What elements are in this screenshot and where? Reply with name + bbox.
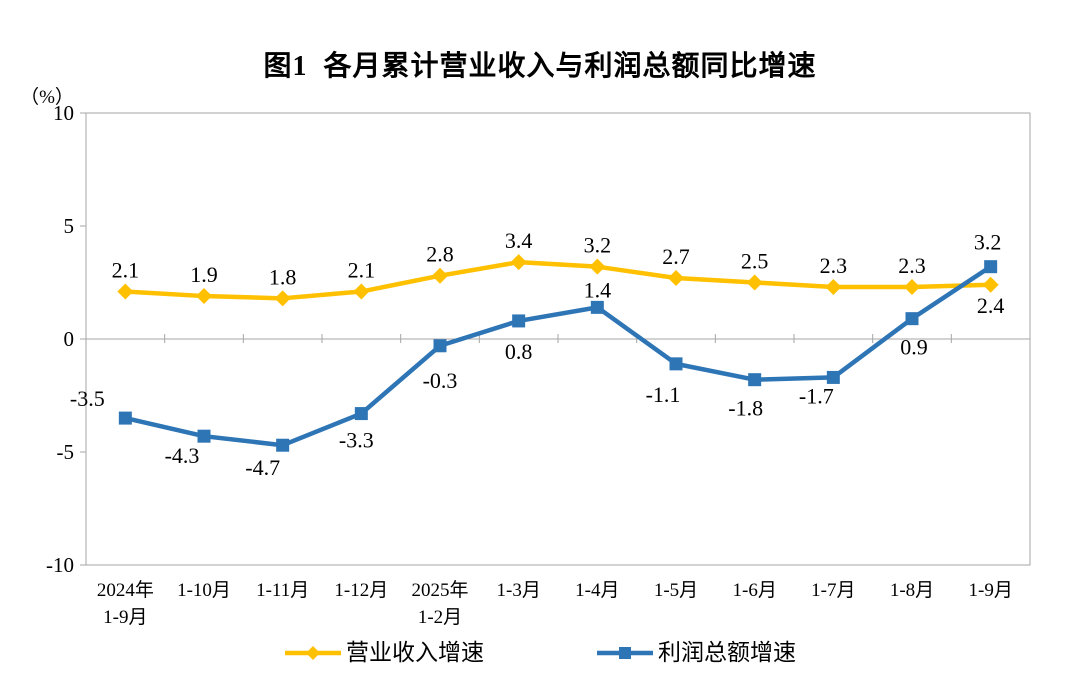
data-label: 2.8 — [426, 242, 454, 267]
x-axis-label: 1-10月 — [177, 580, 231, 601]
legend-label: 利润总额增速 — [658, 640, 796, 665]
x-axis-label: 1-9月 — [969, 580, 1013, 601]
series-1-square-marker — [118, 411, 132, 425]
data-label: 1.9 — [190, 262, 218, 287]
data-label: 2.4 — [977, 293, 1005, 318]
y-axis-tick-label: 10 — [53, 101, 74, 125]
data-label: 3.2 — [974, 230, 1002, 255]
legend-diamond-swatch-icon — [285, 645, 341, 660]
series-1-square-marker — [905, 312, 919, 326]
y-axis-tick-label: -10 — [46, 553, 74, 577]
series-0-diamond-marker — [274, 290, 291, 307]
x-axis-label: 1-7月 — [811, 580, 855, 601]
x-axis-label: 1-8月 — [890, 580, 934, 601]
series-1-square-marker — [984, 260, 998, 274]
chart-title: 图1 各月累计营业收入与利润总额同比增速 — [263, 51, 817, 82]
series-1-square-marker — [590, 300, 604, 314]
data-label: 1.8 — [269, 264, 297, 289]
x-axis-label: 1-6月 — [733, 580, 777, 601]
series-1-square-marker — [512, 314, 526, 328]
series-0-diamond-marker — [825, 279, 842, 296]
y-axis-unit-label: （%） — [20, 86, 74, 108]
data-label: 2.7 — [662, 244, 690, 269]
y-axis-tick-label: 5 — [64, 214, 75, 238]
legend-item-0: 营业收入增速 — [284, 641, 484, 664]
series-1-square-marker — [826, 370, 840, 384]
data-label: 2.1 — [348, 258, 376, 283]
x-axis-label: 2025年 — [411, 579, 468, 601]
series-0-diamond-marker — [196, 288, 212, 305]
legend-square-swatch-icon — [597, 646, 653, 659]
data-label: 2.5 — [741, 249, 769, 274]
data-label: -0.3 — [423, 368, 458, 393]
legend-square-marker — [619, 646, 631, 659]
chart-legend: 营业收入增速 利润总额增速 — [0, 641, 1080, 664]
series-1-line — [124, 264, 992, 448]
data-label: 2.3 — [820, 253, 848, 278]
data-label: -3.5 — [70, 386, 105, 411]
series-0-line — [125, 259, 991, 301]
legend-item-1: 利润总额增速 — [596, 641, 796, 664]
legend-diamond-marker — [306, 645, 320, 660]
series-0-diamond-marker — [589, 258, 606, 275]
data-label: 2.1 — [112, 258, 140, 283]
series-1-square-marker — [354, 407, 368, 421]
x-axis-label: 1-4月 — [575, 580, 619, 601]
x-axis-label-line2: 1-2月 — [418, 607, 462, 628]
y-axis-tick-label: 0 — [64, 327, 75, 351]
x-axis-label: 2024年 — [97, 579, 154, 601]
series-1-square-marker — [197, 429, 211, 443]
series-0-diamond-marker — [117, 283, 134, 300]
data-label: 0.9 — [900, 335, 928, 360]
series-0-diamond-marker — [904, 279, 920, 296]
x-axis-label: 1-5月 — [654, 580, 698, 601]
series-1-square-marker — [276, 438, 290, 452]
data-label: -1.1 — [646, 382, 681, 407]
data-label: 2.3 — [898, 253, 926, 278]
x-axis-label: 1-11月 — [256, 580, 309, 601]
series-0-diamond-marker — [353, 283, 370, 300]
x-axis-label-line2: 1-9月 — [103, 607, 147, 628]
series-1-square-marker — [433, 339, 447, 353]
legend-label: 营业收入增速 — [346, 640, 484, 665]
series-0-diamond-marker — [668, 269, 684, 286]
series-1-square-marker — [748, 373, 762, 387]
y-axis-tick-label: -5 — [57, 440, 75, 464]
x-axis-label: 1-3月 — [497, 580, 541, 601]
data-label: 0.8 — [505, 339, 533, 364]
data-label: -4.3 — [165, 443, 200, 468]
series-0-diamond-marker — [746, 274, 763, 291]
data-label: 3.4 — [505, 228, 533, 253]
data-label: -3.3 — [339, 428, 374, 453]
data-label: -1.7 — [799, 383, 834, 408]
data-label: -4.7 — [245, 455, 280, 480]
series-0-diamond-marker — [432, 267, 448, 284]
data-label: 3.2 — [584, 233, 612, 258]
series-1-square-marker — [669, 357, 683, 371]
series-0-diamond-marker — [982, 276, 999, 293]
series-0-diamond-marker — [510, 254, 527, 271]
x-axis-label: 1-12月 — [334, 580, 388, 601]
data-label: -1.8 — [728, 396, 763, 421]
data-label: 1.4 — [584, 277, 612, 302]
